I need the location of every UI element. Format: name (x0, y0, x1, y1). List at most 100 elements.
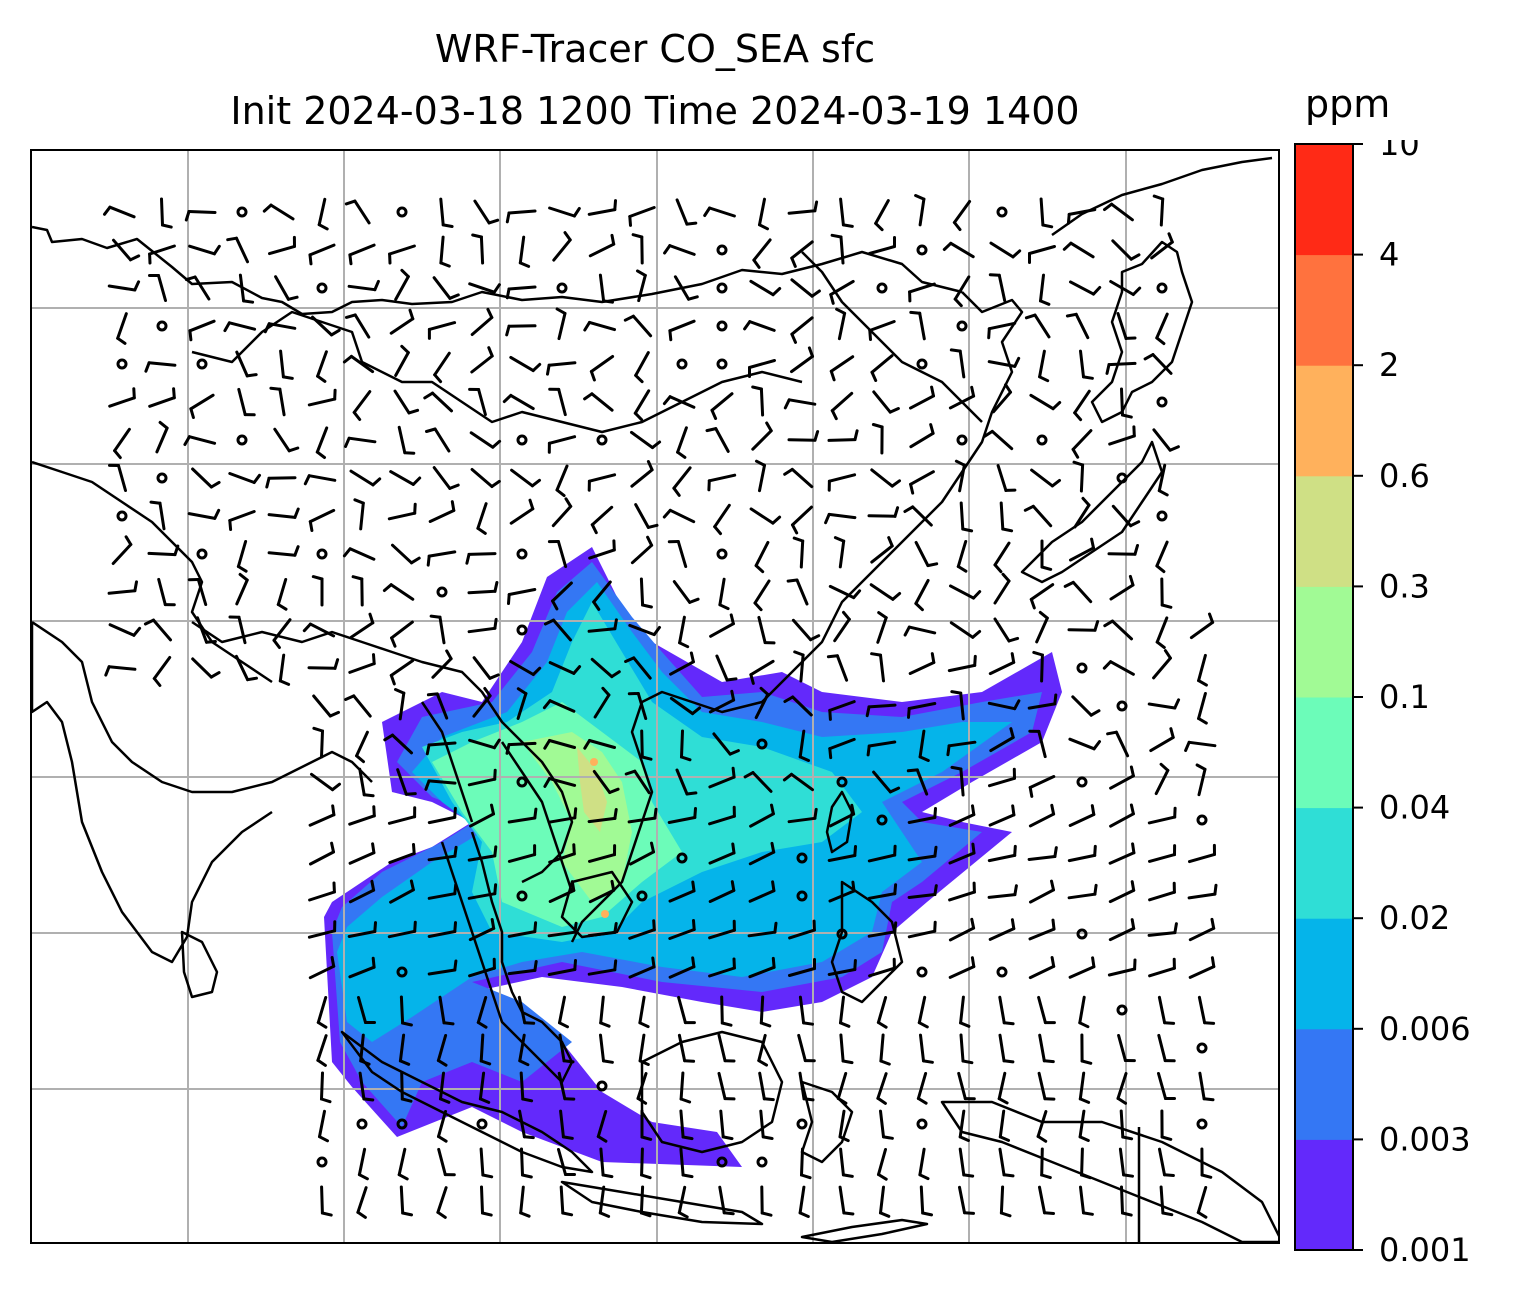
wind-barb-staff (467, 552, 497, 556)
wind-barb-flag (371, 956, 376, 969)
wind-barb-staff (1198, 1071, 1206, 1101)
colorbar-swatch (1295, 254, 1353, 366)
wind-barb-flag (1173, 922, 1178, 935)
wind-barb-flag (641, 603, 653, 609)
wind-barb-staff (668, 508, 696, 524)
wind-barb-staff (157, 274, 167, 302)
calm-wind-marker (796, 890, 808, 902)
wind-barb-staff (279, 349, 285, 379)
wind-barb-staff (790, 240, 814, 260)
wind-barb-flag (331, 782, 341, 792)
calm-wind-marker (516, 548, 528, 560)
wind-barb-flag (1038, 610, 1049, 620)
wind-barb-staff (640, 1147, 644, 1177)
wind-barb-staff (389, 583, 415, 601)
wind-barb-flag (683, 1059, 696, 1063)
wind-barb-staff (470, 468, 494, 488)
wind-barb-flag (572, 207, 581, 218)
wind-barb-staff (547, 930, 577, 938)
wind-barbs (103, 194, 1218, 1219)
wind-barb-flag (320, 1097, 332, 1104)
wind-barb-staff (235, 236, 249, 264)
wind-barb-flag (783, 398, 791, 410)
wind-barb-flag (946, 744, 951, 757)
wind-barb-flag (523, 1021, 536, 1025)
wind-barb-staff (1108, 926, 1136, 942)
wind-barb-staff (1074, 312, 1090, 340)
wind-barb-flag (824, 512, 831, 525)
wind-barb-flag (640, 755, 653, 761)
wind-barb-staff (438, 995, 446, 1025)
wind-barb-flag (893, 921, 898, 934)
wind-barb-staff (996, 464, 1008, 492)
wind-barb-flag (853, 845, 857, 857)
wind-barb-staff (1029, 393, 1055, 411)
wind-barb-flag (770, 841, 776, 854)
wind-barb-staff (353, 313, 371, 339)
wind-barb-staff (1154, 768, 1170, 796)
wind-barb-flag (1169, 727, 1175, 739)
coastline-hainan (560, 870, 634, 939)
wind-barb-flag (771, 287, 782, 297)
wind-barb-staff (638, 995, 646, 1025)
wind-barb-staff (315, 426, 329, 454)
border-internal-3 (32, 460, 273, 684)
wind-barb-staff (759, 995, 765, 1025)
wind-barb-flag (1160, 1135, 1173, 1141)
calm-wind-marker (1116, 472, 1128, 484)
wind-barb-flag (1116, 1096, 1127, 1105)
wind-barb-staff (758, 463, 766, 493)
wind-barb-staff (276, 578, 288, 606)
wind-barb-flag (238, 572, 249, 582)
wind-barb-flag (638, 1059, 650, 1066)
calm-wind-marker (756, 738, 768, 750)
wind-barb-staff (477, 388, 487, 416)
wind-barb-flag (672, 486, 681, 497)
wind-barb-staff (715, 654, 729, 682)
wind-barb-staff (193, 275, 211, 301)
wind-barb-staff (790, 772, 814, 792)
wind-barb-staff (999, 501, 1005, 531)
wind-barb-flag (359, 1059, 371, 1066)
wind-barb-staff (389, 317, 415, 335)
wind-barb-staff (507, 968, 537, 976)
wind-barb-staff (791, 618, 813, 642)
wind-barb-flag (893, 883, 898, 896)
wind-barb-staff (397, 425, 407, 455)
wind-barb-staff (837, 311, 847, 341)
wind-barb-flag (596, 1135, 608, 1143)
wind-barb-staff (678, 615, 686, 645)
wind-barb-staff (999, 1185, 1005, 1215)
wind-barb-staff (431, 657, 453, 679)
wind-barb-staff (357, 1147, 367, 1177)
wind-barb-staff (747, 930, 777, 938)
wind-barb-flag (839, 1021, 851, 1028)
wind-barb-staff (1036, 1110, 1048, 1138)
calm-wind-marker (396, 1118, 408, 1130)
wind-barb-staff (827, 512, 857, 520)
wind-barb-flag (728, 749, 740, 756)
wind-barb-flag (1121, 1211, 1133, 1217)
wind-barb-staff (1157, 1072, 1167, 1100)
wind-barb-flag (879, 1059, 891, 1066)
wind-barb-flag (487, 346, 494, 358)
wind-barb-staff (548, 699, 576, 713)
wind-barb-staff (267, 551, 297, 557)
plume-hotspot (590, 758, 598, 766)
colorbar-tick-label: 0.6 (1379, 457, 1430, 495)
wind-barb-staff (588, 888, 616, 904)
wind-barb-flag (471, 233, 483, 239)
wind-barb-staff (518, 1109, 526, 1139)
wind-barb-staff (348, 814, 376, 826)
wind-barb-staff (588, 853, 616, 863)
wind-barb-flag (798, 755, 810, 762)
wind-barb-flag (411, 476, 422, 486)
wind-barb-staff (636, 692, 648, 720)
wind-barb-staff (1159, 197, 1165, 227)
wind-barb-staff (791, 695, 813, 717)
wind-barb-staff (592, 770, 612, 794)
wind-barb-flag (685, 791, 698, 796)
wind-barb-flag (184, 210, 191, 222)
wind-barb-staff (557, 387, 567, 417)
wind-barb-staff (1067, 892, 1097, 900)
